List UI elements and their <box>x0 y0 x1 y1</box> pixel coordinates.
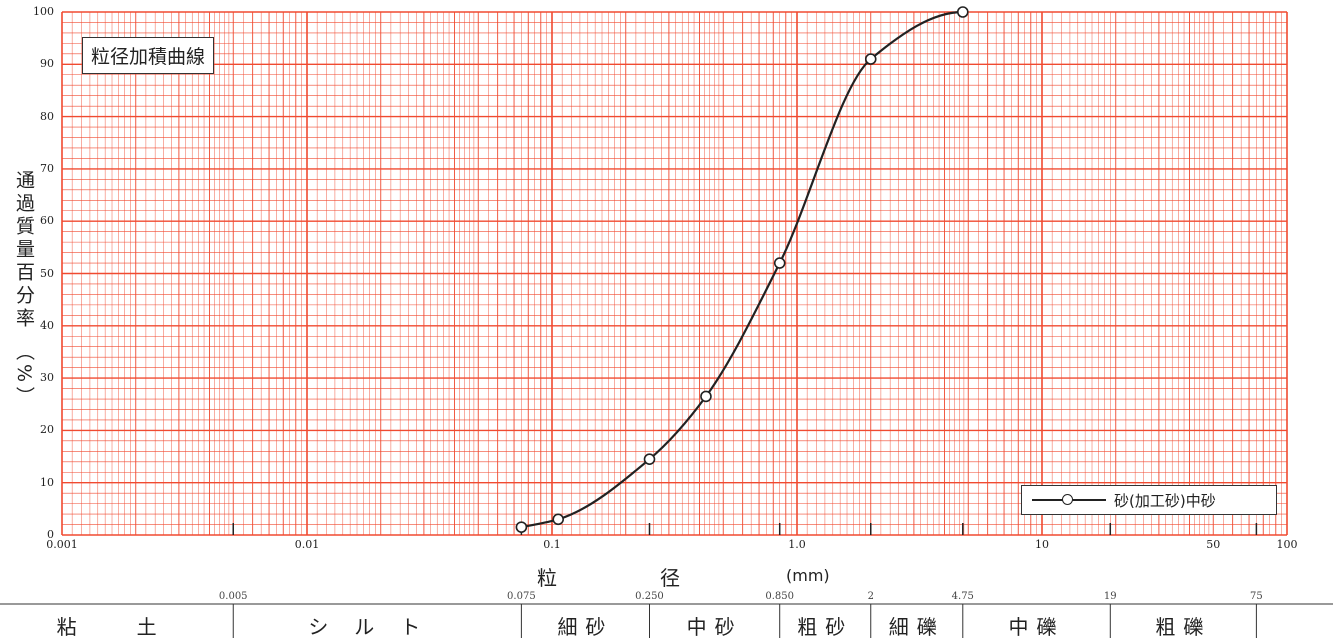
x-tick-label: 10 <box>1035 538 1049 551</box>
x-tick-label: 0.01 <box>294 538 320 551</box>
y-tick-label: 90 <box>40 57 54 71</box>
class-name: 粗礫 <box>1155 615 1212 639</box>
chart-title: 粒径加積曲線 <box>82 37 215 74</box>
x-axis-label-part-1: 粒 <box>537 566 557 590</box>
y-tick-label: 30 <box>40 371 54 385</box>
class-boundary-label: 75 <box>1250 591 1263 602</box>
x-tick-label: 0.1 <box>543 538 561 551</box>
y-tick-label: 0 <box>47 528 54 541</box>
x-tick-label: 1.0 <box>788 538 806 551</box>
y-tick-label: 100 <box>33 5 54 18</box>
data-point <box>552 513 564 526</box>
class-boundary-label: 2 <box>867 591 874 602</box>
data-points <box>515 6 969 533</box>
class-boundary-label: 0.850 <box>765 591 795 602</box>
data-point <box>956 6 969 18</box>
class-name: 細礫 <box>888 615 945 639</box>
x-tick-label: 50 <box>1206 538 1221 551</box>
data-point <box>773 257 786 269</box>
class-boundary-label: 0.005 <box>218 591 248 602</box>
y-tick-label: 50 <box>40 266 54 280</box>
class-name: シルト <box>308 615 447 639</box>
y-tick-label: 20 <box>40 423 54 437</box>
class-name: 粗砂 <box>797 615 854 639</box>
y-tick-label: 60 <box>40 214 54 228</box>
class-name: 中礫 <box>1008 615 1065 639</box>
class-boundary-label: 0.250 <box>635 591 664 602</box>
legend-label: 砂(加工砂)中砂 <box>1114 491 1216 510</box>
grid <box>61 11 1288 536</box>
legend-marker-icon <box>1032 492 1106 508</box>
y-tick-label: 80 <box>40 109 54 123</box>
classification-table <box>0 603 1333 638</box>
class-name: 細砂 <box>557 615 614 639</box>
y-axis-label: 通過質量百分率 （%） <box>13 170 35 410</box>
x-axis-label-part-2: 径 <box>660 566 680 590</box>
x-tick-label: 100 <box>1276 538 1298 551</box>
data-point <box>643 453 656 465</box>
class-boundary-label: 19 <box>1103 591 1117 602</box>
data-point <box>515 521 528 533</box>
data-point <box>864 53 877 65</box>
y-tick-label: 70 <box>40 161 54 175</box>
data-point <box>700 390 712 403</box>
legend: 砂(加工砂)中砂 <box>1021 485 1277 515</box>
x-axis-unit: (mm) <box>786 566 830 585</box>
class-boundary-label: 0.075 <box>507 591 536 602</box>
y-tick-label: 40 <box>40 318 54 332</box>
class-name: 中砂 <box>686 615 743 639</box>
x-tick-label: 0.001 <box>46 538 78 551</box>
y-tick-label: 10 <box>40 475 54 489</box>
class-boundary-label: 4.75 <box>951 591 974 602</box>
class-name: 粘土 <box>56 615 217 639</box>
